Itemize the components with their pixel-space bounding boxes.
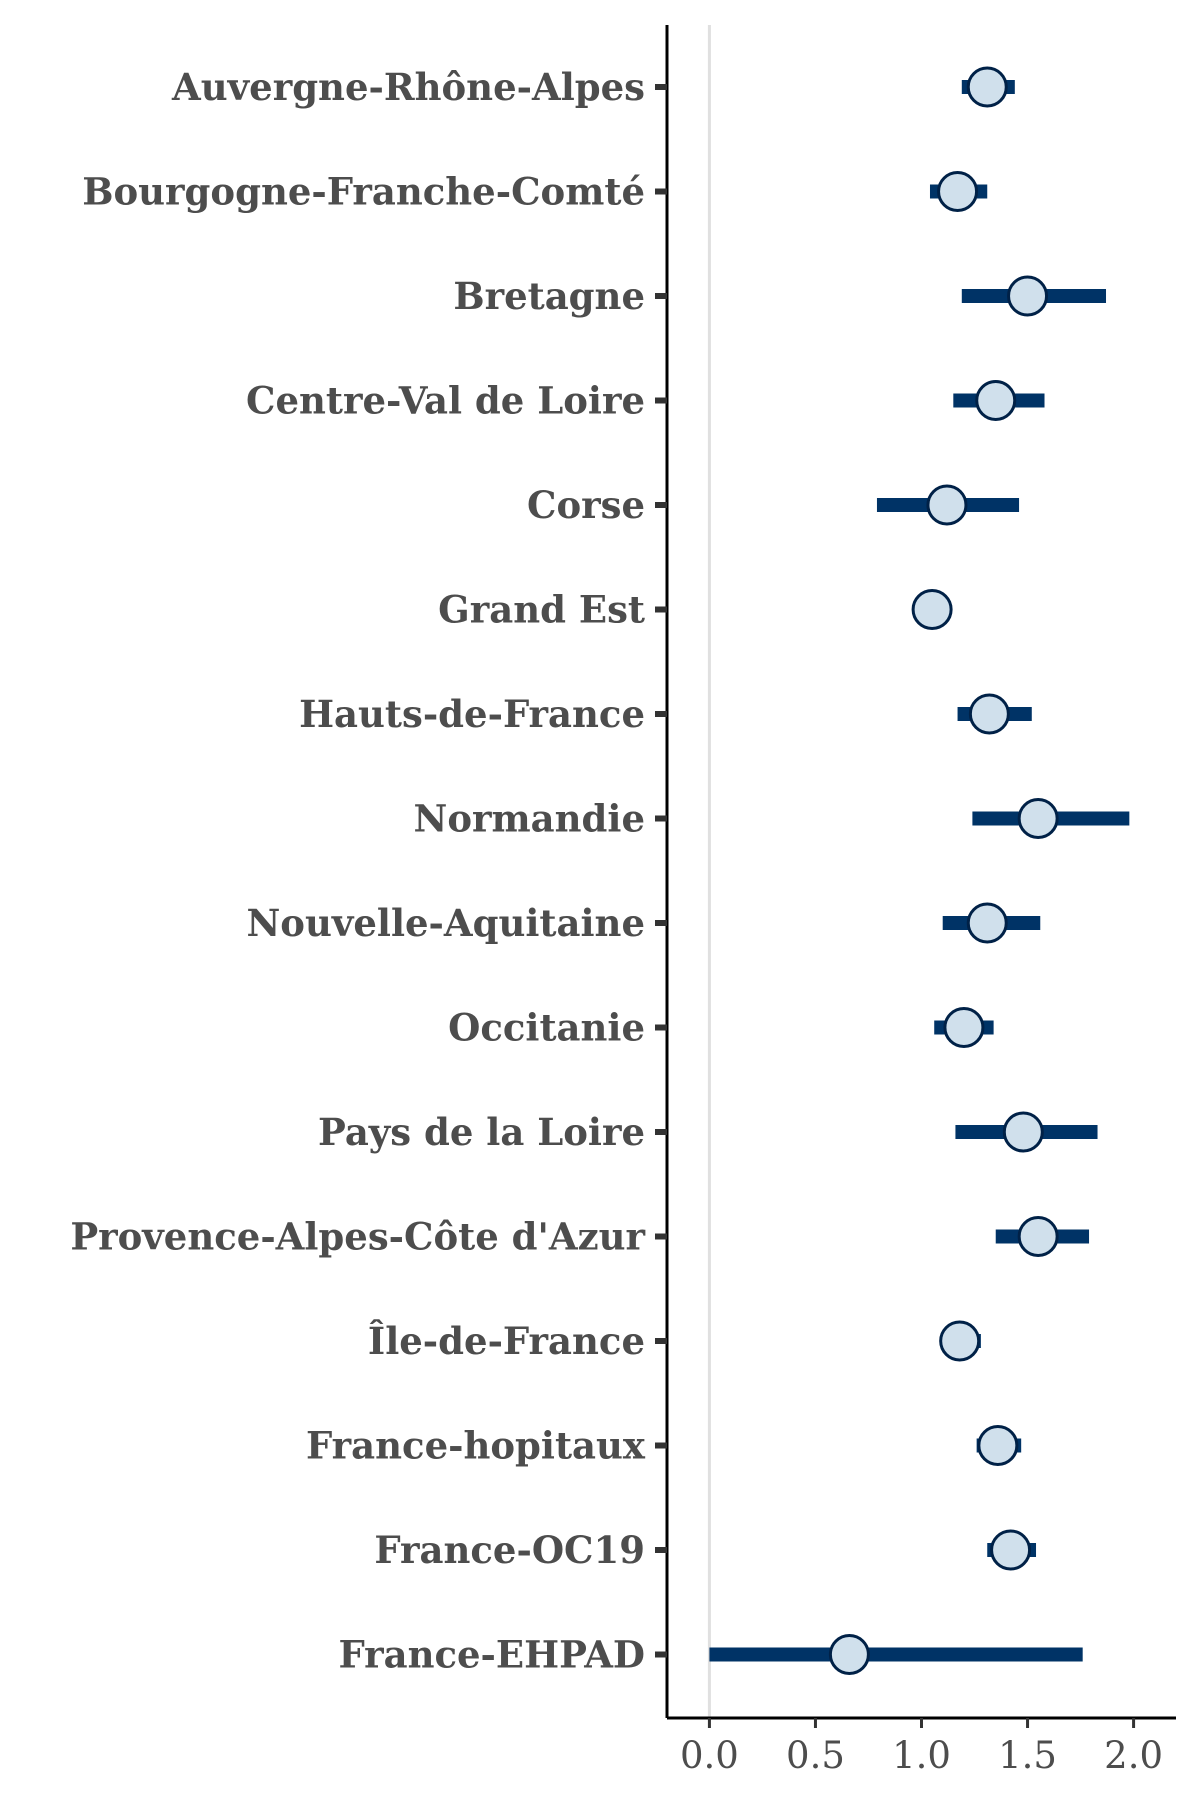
point-estimate (990, 1529, 1032, 1571)
point-estimate (1017, 798, 1059, 839)
category-label: Occitanie (448, 1006, 645, 1050)
point-estimate (926, 484, 968, 526)
x-tick-label: 0.0 (680, 1734, 739, 1777)
category-label: Grand Est (438, 588, 645, 632)
axes-layer (655, 25, 1176, 1728)
category-label: Île-de-France (368, 1319, 645, 1363)
point-estimate (1017, 1216, 1059, 1257)
point-estimate (975, 380, 1017, 421)
data-layer (709, 66, 1130, 1675)
x-tick-label: 0.5 (786, 1734, 845, 1777)
x-tick-label: 1.0 (892, 1734, 951, 1777)
category-label: France-EHPAD (339, 1633, 646, 1677)
point-estimate (966, 902, 1008, 944)
x-tick-label: 2.0 (1104, 1734, 1163, 1777)
category-label: Provence-Alpes-Côte d'Azur (70, 1215, 645, 1259)
x-tick-label: 1.5 (998, 1734, 1057, 1777)
point-estimate (943, 1007, 985, 1048)
category-label: Nouvelle-Aquitaine (246, 901, 645, 945)
category-label: Normandie (414, 797, 646, 841)
label-layer: 0.0 0.5 1.0 1.5 2.0 Auvergne-Rhône-Alpes Bourg… (70, 65, 1163, 1777)
point-estimate (937, 171, 979, 212)
category-label: Hauts-de-France (299, 692, 645, 736)
category-label: Pays de la Loire (318, 1110, 645, 1154)
point-estimate (911, 589, 953, 630)
category-label: Bretagne (453, 274, 645, 318)
category-label: Auvergne-Rhône-Alpes (171, 65, 645, 109)
category-label: France-hopitaux (306, 1424, 646, 1468)
category-label: Centre-Val de Loire (246, 379, 645, 423)
point-estimate (966, 66, 1008, 108)
point-estimate (1002, 1111, 1044, 1153)
category-label: France-OC19 (374, 1528, 645, 1572)
point-estimate (1007, 275, 1049, 317)
category-label: Bourgogne-Franche-Comté (82, 170, 645, 214)
point-estimate (828, 1634, 870, 1675)
point-estimate (939, 1320, 981, 1362)
point-estimate (968, 693, 1010, 735)
category-label: Corse (527, 483, 645, 527)
point-estimate (977, 1425, 1019, 1466)
